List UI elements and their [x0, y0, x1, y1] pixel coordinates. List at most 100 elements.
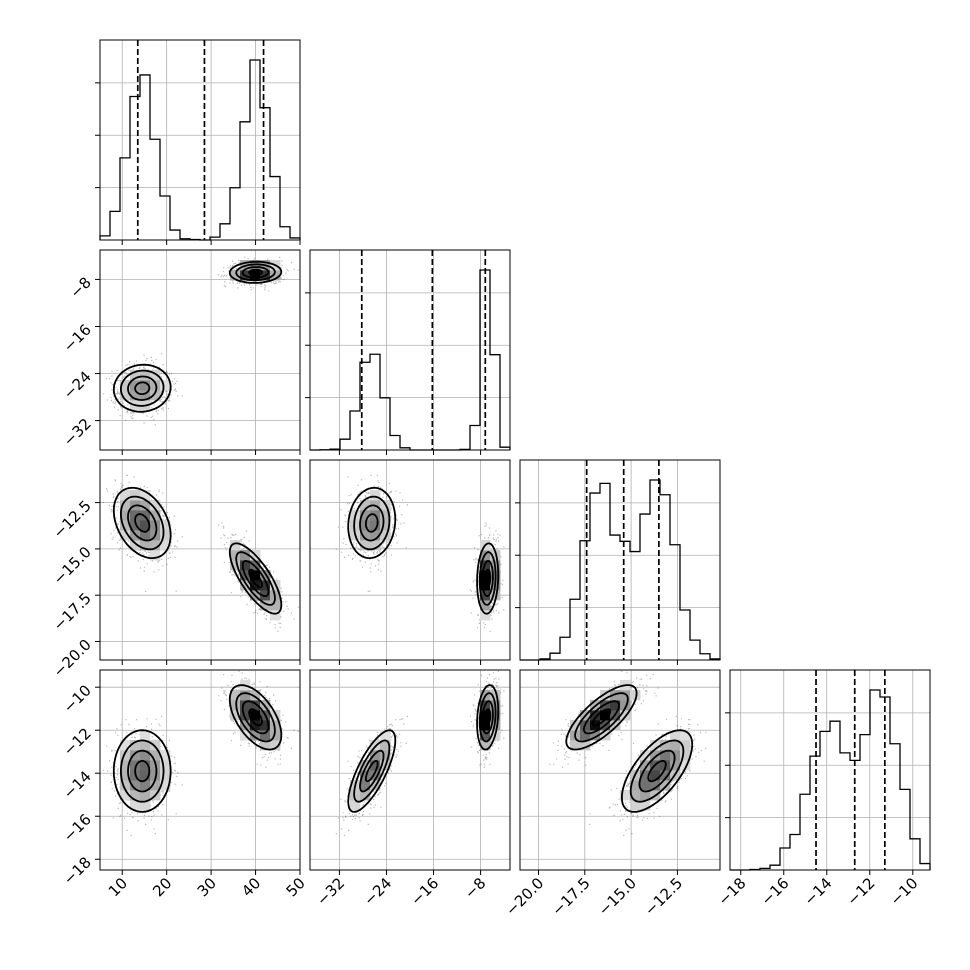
density-cell — [230, 540, 241, 551]
density-cell — [580, 730, 591, 741]
density-cell — [120, 790, 131, 801]
contour-1-0 — [248, 708, 263, 727]
contour-1-0 — [248, 268, 263, 276]
density-cell — [380, 530, 391, 541]
x-tick-label: −20.0 — [502, 874, 547, 919]
density-cell — [150, 750, 161, 761]
density-cell — [490, 690, 501, 701]
contour-1-0 — [484, 568, 492, 589]
panel-frame — [99, 459, 301, 661]
density-cell — [250, 730, 261, 741]
contour-1-2 — [235, 692, 276, 743]
contour-0-2 — [353, 739, 391, 803]
density-cell — [590, 730, 601, 741]
histogram-2 — [520, 479, 721, 661]
contour-1-1 — [241, 266, 270, 279]
density-cell — [380, 520, 391, 531]
density-cell — [240, 710, 251, 721]
panel-0-0 — [95, 39, 301, 245]
density-cell — [150, 510, 161, 521]
density-cell — [140, 510, 151, 521]
contour-0-0 — [134, 760, 151, 783]
panel-3-0: −18 −16 −14 −12 −10 10 20 30 40 50 — [60, 669, 309, 900]
density-cell — [120, 740, 131, 751]
y-tick-label: −12.5 — [50, 497, 95, 542]
density-cell — [160, 760, 171, 771]
density-cell — [120, 760, 131, 771]
density-cell — [640, 780, 651, 791]
density-cell — [250, 700, 261, 711]
contour-0-0 — [647, 760, 667, 783]
panel-2-1 — [309, 459, 511, 665]
scatter-points — [335, 474, 505, 632]
density-cell — [120, 380, 131, 391]
density-cell — [350, 790, 361, 801]
x-tick-label: 40 — [238, 874, 264, 900]
density-cell — [260, 730, 271, 741]
x-tick-label: −17.5 — [548, 874, 593, 919]
contour-1-0 — [248, 568, 263, 589]
density-cell — [370, 530, 381, 541]
density-cell — [160, 380, 171, 391]
contour-1-2 — [478, 551, 497, 606]
contour-0-3 — [112, 729, 172, 813]
density-cell — [660, 780, 671, 791]
density-cell — [480, 730, 491, 741]
density-cell — [640, 750, 651, 761]
density-cell — [680, 760, 691, 771]
density-cell — [130, 490, 141, 501]
density-cell — [570, 740, 581, 751]
panel-3-1: −32 −24 −16 −8 — [309, 669, 511, 909]
contour-1-0 — [591, 708, 612, 727]
x-tick-label: −10 — [887, 874, 922, 909]
density-cell — [660, 770, 671, 781]
histogram-0 — [99, 59, 301, 241]
density-cell — [650, 770, 661, 781]
contour-1-3 — [228, 684, 283, 751]
panel-frame — [99, 249, 301, 451]
density-cell — [250, 720, 261, 731]
density-cell — [140, 800, 151, 811]
density-cell — [620, 690, 631, 701]
density-cell — [350, 520, 361, 531]
density-cell — [140, 750, 151, 761]
density-cell — [270, 610, 281, 621]
histogram-1 — [310, 269, 511, 451]
contour-0-1 — [127, 375, 158, 401]
density-cell — [150, 540, 161, 551]
contour-1-2 — [235, 263, 276, 282]
y-tick-label: −20.0 — [50, 636, 95, 681]
density-cell — [150, 390, 161, 401]
density-cell — [130, 370, 141, 381]
density-cell — [140, 390, 151, 401]
density-cell — [660, 740, 671, 751]
density-cell — [240, 580, 251, 591]
y-tick-label: −32 — [60, 415, 95, 450]
density-cell — [140, 380, 151, 391]
density-cell — [240, 550, 251, 561]
contour-1-2 — [478, 692, 497, 743]
density-cell — [140, 790, 151, 801]
density-cell — [140, 370, 151, 381]
contour-1-3 — [476, 542, 500, 615]
panel-frame — [309, 669, 511, 871]
x-tick-label: 10 — [105, 874, 131, 900]
density-cell — [360, 770, 371, 781]
density-cell — [140, 760, 151, 771]
density-cell — [370, 770, 381, 781]
density-cell — [600, 690, 611, 701]
density-cell — [140, 530, 151, 541]
density-cell — [360, 510, 371, 521]
density-cell — [590, 710, 601, 721]
density-cell — [480, 740, 491, 751]
density-cell — [120, 510, 131, 521]
density-cell — [660, 750, 671, 761]
contour-1-1 — [481, 559, 494, 597]
density-cell — [270, 740, 281, 751]
density-cell — [370, 760, 381, 771]
y-tick-label: −16 — [60, 810, 95, 845]
contour-0-1 — [359, 749, 385, 793]
y-tick-label: −14 — [60, 767, 95, 802]
density-cell — [610, 700, 621, 711]
density-cell — [120, 520, 131, 531]
